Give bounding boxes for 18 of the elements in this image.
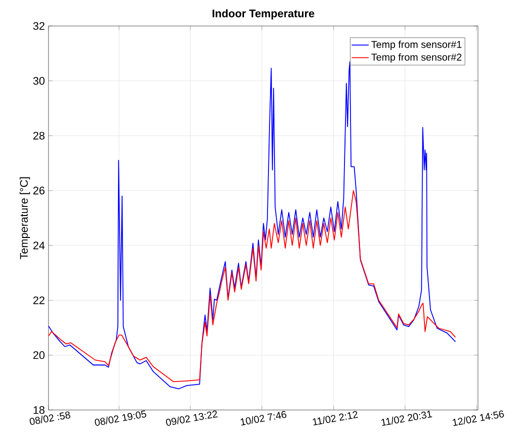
x-tick-label: 11/02 20:31 xyxy=(381,410,432,426)
legend-label: Temp from sensor#1 xyxy=(371,40,462,50)
x-tick-label: 10/02 7:46 xyxy=(240,411,286,426)
chart-title: Indoor Temperature xyxy=(212,9,314,20)
y-tick-label: 20 xyxy=(33,351,45,360)
y-tick-label: 32 xyxy=(33,22,44,30)
y-tick-label: 18 xyxy=(34,406,44,414)
y-tick-label: 26 xyxy=(33,186,44,194)
x-tick-label: 11/02 2:12 xyxy=(312,411,358,426)
legend-label: Temp from sensor#2 xyxy=(371,53,462,63)
x-tick-label: 12/02 14:56 xyxy=(452,410,504,426)
y-tick-label: 28 xyxy=(33,132,44,140)
y-axis-title: Temperature [°C] xyxy=(20,177,30,260)
x-tick-label: 08/02 19:05 xyxy=(94,410,146,426)
x-tick-label: 09/02 13:22 xyxy=(166,410,218,426)
y-tick-label: 24 xyxy=(33,242,45,250)
y-tick-label: 30 xyxy=(33,76,45,85)
y-tick-label: 22 xyxy=(33,296,44,304)
